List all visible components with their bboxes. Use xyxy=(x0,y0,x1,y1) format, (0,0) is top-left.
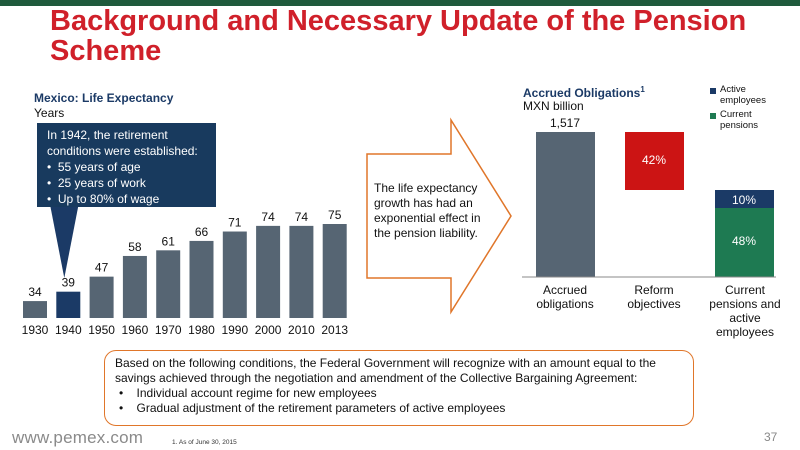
life-value-label: 66 xyxy=(195,225,209,239)
life-value-label: 61 xyxy=(162,234,176,248)
page-title: Background and Necessary Update of the P… xyxy=(50,5,747,67)
active-percent-label: 10% xyxy=(732,193,756,207)
top-accent-bar xyxy=(0,0,800,6)
life-bar-1980 xyxy=(189,240,214,318)
accrued-title: Accrued Obligations1 xyxy=(523,85,645,100)
legend-label-active: Active employees xyxy=(720,84,766,106)
life-expectancy-subtitle: Years xyxy=(34,106,65,120)
accrued-waterfall-chart: 1,517 42% 10% 48% xyxy=(522,116,776,278)
life-tick-label: 1930 xyxy=(22,323,49,337)
callout-pointer xyxy=(50,206,79,278)
life-bar-1930 xyxy=(23,301,47,318)
legend-swatch-pensions xyxy=(710,113,716,119)
conditions-bullet: Gradual adjustment of the retirement par… xyxy=(115,401,683,416)
life-tick-label: 2000 xyxy=(255,323,282,337)
footer-url: www.pemex.com xyxy=(12,428,144,447)
life-bar-2013 xyxy=(322,224,347,318)
pensions-percent-label: 48% xyxy=(732,234,756,248)
life-tick-label: 1990 xyxy=(221,323,248,337)
life-tick-label: 1940 xyxy=(55,323,82,337)
life-value-label: 74 xyxy=(261,210,275,224)
arrow-text: The life expectancy growth has had an ex… xyxy=(374,181,481,240)
right-arrow-shape xyxy=(366,117,512,315)
life-bar-1990 xyxy=(222,231,247,318)
life-expectancy-chart: 34 1930 39 1940 47 1950 58 1960 61 1970 66 1980 71 19… xyxy=(22,206,348,337)
legend-swatch-active xyxy=(710,88,716,94)
conditions-bullet: Individual account regime for new employ… xyxy=(115,386,683,401)
callout-intro: In 1942, the retirement conditions were … xyxy=(47,128,198,158)
current-pensions-bar xyxy=(715,208,774,277)
conditions-intro: Based on the following conditions, the F… xyxy=(115,356,656,385)
life-bar-1970 xyxy=(156,250,181,318)
accrued-subtitle: MXN billion xyxy=(523,99,584,113)
callout-bullet: Up to 80% of wage xyxy=(47,191,210,207)
life-value-label: 71 xyxy=(228,216,242,230)
life-tick-label: 2010 xyxy=(288,323,315,337)
life-bar-1950 xyxy=(89,276,114,318)
life-bar-1940 xyxy=(56,291,81,318)
retirement-callout: In 1942, the retirement conditions were … xyxy=(37,123,216,207)
accrued-obligations-bar xyxy=(536,132,595,277)
footnote: 1. As of June 30, 2015 xyxy=(172,439,237,446)
life-tick-label: 1970 xyxy=(155,323,182,337)
accrued-footnote-marker: 1 xyxy=(640,85,645,94)
life-value-label: 74 xyxy=(295,210,309,224)
life-bar-2010 xyxy=(289,225,314,318)
total-value-label: 1,517 xyxy=(550,116,580,130)
life-expectancy-title: Mexico: Life Expectancy xyxy=(34,91,174,105)
life-value-label: 47 xyxy=(95,261,109,275)
life-value-label: 75 xyxy=(328,208,342,222)
category-label-reform: Reform objectives xyxy=(627,283,681,311)
callout-bullet: 25 years of work xyxy=(47,175,210,191)
life-bar-1960 xyxy=(122,255,147,318)
callout-bullet: 55 years of age xyxy=(47,159,210,175)
legend-label-pensions: Current pensions xyxy=(720,109,759,131)
life-value-label: 58 xyxy=(128,240,142,254)
life-tick-label: 1960 xyxy=(122,323,149,337)
reform-percent-label: 42% xyxy=(642,153,666,167)
life-tick-label: 1950 xyxy=(88,323,115,337)
life-value-label: 34 xyxy=(28,285,42,299)
conditions-box: Based on the following conditions, the F… xyxy=(104,350,694,426)
accrued-title-text: Accrued Obligations xyxy=(523,86,641,100)
life-tick-label: 1980 xyxy=(188,323,215,337)
category-label-current: Current pensions and active employees xyxy=(709,283,781,339)
reform-objectives-bar xyxy=(625,132,684,190)
life-tick-label: 2013 xyxy=(321,323,348,337)
active-employees-bar xyxy=(715,190,774,208)
life-bar-2000 xyxy=(256,225,281,318)
page-number: 37 xyxy=(764,430,778,444)
life-value-label: 39 xyxy=(62,276,76,290)
category-label-accrued: Accrued obligations xyxy=(536,283,594,311)
